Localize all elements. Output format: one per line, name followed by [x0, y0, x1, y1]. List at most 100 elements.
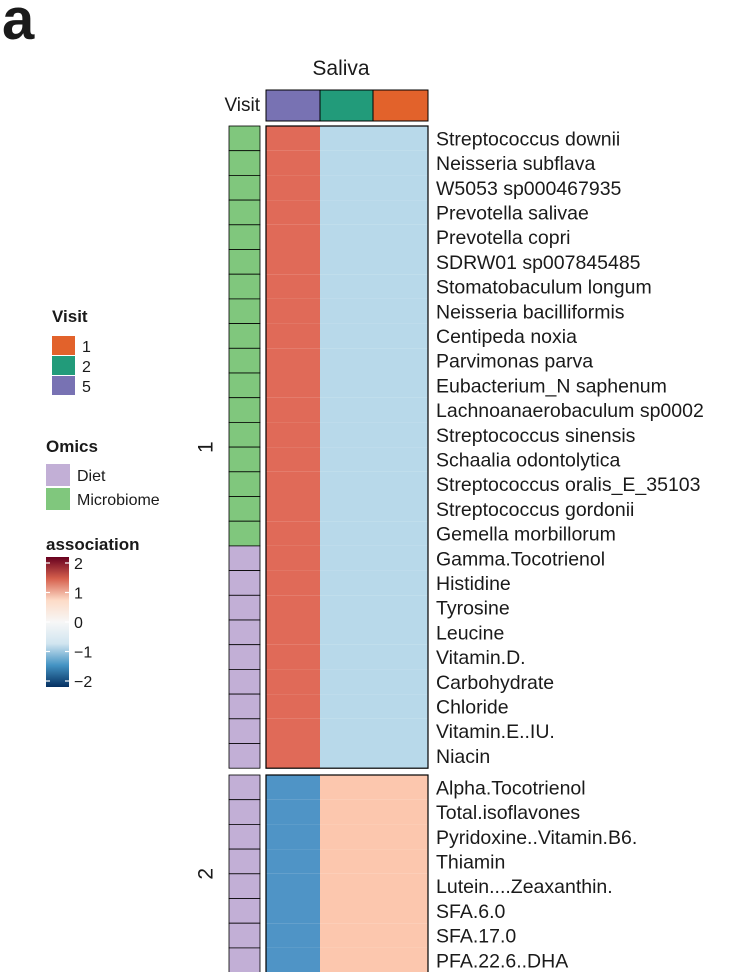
row-label: Streptococcus oralis_E_35103: [436, 474, 701, 496]
row-label: Centipeda noxia: [436, 326, 577, 348]
heatmap-cell: [373, 694, 428, 719]
row-label: Vitamin.D.: [436, 647, 526, 669]
heatmap-block-border: [265, 125, 429, 769]
heatmap-cell: [373, 249, 428, 275]
omics-annotation-cell: [228, 644, 261, 670]
heatmap-cell: [320, 249, 373, 275]
omics-annotation-cell: [228, 372, 261, 399]
heatmap-cell: [373, 496, 428, 522]
heatmap-cell: [320, 447, 373, 472]
omics-annotation-cell: [228, 496, 261, 522]
heatmap-cell: [320, 824, 373, 850]
heatmap-cell: [373, 873, 428, 899]
row-label: SFA.6.0: [436, 901, 506, 923]
heatmap-cell: [373, 947, 428, 972]
omics-annotation-cell: [228, 873, 261, 899]
heatmap-cell: [373, 545, 428, 571]
row-label: Alpha.Tocotrienol: [436, 777, 586, 799]
heatmap-cell: [320, 496, 373, 522]
row-label: Lutein....Zeaxanthin.: [436, 876, 613, 898]
omics-annotation-cell: [228, 898, 261, 924]
heatmap-cell: [320, 570, 373, 596]
heatmap-cell: [320, 898, 373, 924]
heatmap-cell: [266, 923, 320, 948]
row-label: Leucine: [436, 622, 504, 644]
heatmap-cell: [373, 422, 428, 448]
heatmap-cell: [320, 175, 373, 201]
heatmap-cell: [320, 224, 373, 250]
heatmap-cell: [266, 274, 320, 299]
row-label: Thiamin: [436, 851, 505, 873]
heatmap-cell: [320, 298, 373, 324]
row-group-label: 2: [195, 868, 218, 880]
omics-annotation-cell: [228, 570, 261, 596]
row-label: Prevotella copri: [436, 227, 570, 249]
visit-annotation-cell-2: [319, 89, 374, 122]
omics-annotation-cell: [228, 824, 261, 850]
row-label: SFA.17.0: [436, 926, 516, 948]
omics-annotation-cell: [228, 594, 261, 621]
omics-annotation-cell: [228, 249, 261, 275]
heatmap-cell: [320, 923, 373, 948]
heatmap-cell: [266, 898, 320, 924]
heatmap-cell: [320, 799, 373, 825]
heatmap-cell: [373, 348, 428, 373]
visit-legend-title: Visit: [52, 307, 88, 326]
omics-annotation-cell: [228, 199, 261, 226]
visit-annotation-label: Visit: [224, 95, 260, 116]
colorbar-tick-label: 0: [74, 615, 83, 632]
heatmap-cell: [266, 224, 320, 250]
heatmap-cell: [373, 718, 428, 744]
omics-annotation-cell: [228, 150, 261, 176]
visit-legend-swatch: [52, 356, 75, 375]
omics-annotation-cell: [228, 125, 261, 152]
chart-title: Saliva: [312, 57, 370, 80]
heatmap-cell: [320, 694, 373, 719]
heatmap-cell: [320, 373, 373, 398]
heatmap-cell: [320, 521, 373, 546]
heatmap-cell: [373, 644, 428, 670]
heatmap-cell: [320, 397, 373, 423]
heatmap-cell: [266, 150, 320, 176]
omics-legend-label: Diet: [77, 468, 106, 485]
row-label: Parvimonas parva: [436, 351, 593, 373]
colorbar-tick-label: 1: [74, 586, 83, 603]
visit-legend-label: 5: [82, 379, 91, 396]
association-colorbar: [46, 557, 69, 687]
heatmap-cell: [266, 545, 320, 571]
row-label: Gamma.Tocotrienol: [436, 548, 605, 570]
heatmap-cell: [373, 669, 428, 695]
heatmap-cell: [320, 126, 373, 151]
omics-annotation-cell: [228, 347, 261, 374]
row-label: Schaalia odontolytica: [436, 449, 620, 471]
omics-annotation-cell: [228, 421, 261, 448]
omics-annotation-cell: [228, 669, 261, 695]
heatmap-cell: [373, 898, 428, 924]
omics-legend-title: Omics: [46, 437, 98, 456]
heatmap-cell: [266, 397, 320, 423]
row-label: Total.isoflavones: [436, 802, 580, 824]
heatmap-cell: [373, 570, 428, 596]
heatmap-cell: [373, 397, 428, 423]
row-label: Vitamin.E..IU.: [436, 721, 555, 743]
heatmap-cell: [266, 471, 320, 497]
visit-legend-label: 2: [82, 359, 91, 376]
row-label: PFA.22.6..DHA: [436, 950, 568, 972]
omics-annotation-cell: [228, 273, 261, 300]
heatmap-cell: [373, 175, 428, 201]
heatmap-cell: [266, 947, 320, 972]
heatmap-cell: [320, 743, 373, 769]
heatmap-cell: [373, 447, 428, 472]
row-label: Eubacterium_N saphenum: [436, 375, 667, 397]
omics-annotation-cell: [228, 224, 261, 250]
omics-annotation-cell: [228, 799, 261, 825]
heatmap-cell: [266, 447, 320, 472]
row-label: Neisseria subflava: [436, 153, 595, 175]
heatmap-cell: [320, 545, 373, 571]
heatmap-cell: [266, 496, 320, 522]
row-label: Pyridoxine..Vitamin.B6.: [436, 827, 637, 849]
heatmap-cell: [320, 422, 373, 448]
panel-label: a: [2, 0, 35, 52]
heatmap-cell: [320, 274, 373, 299]
